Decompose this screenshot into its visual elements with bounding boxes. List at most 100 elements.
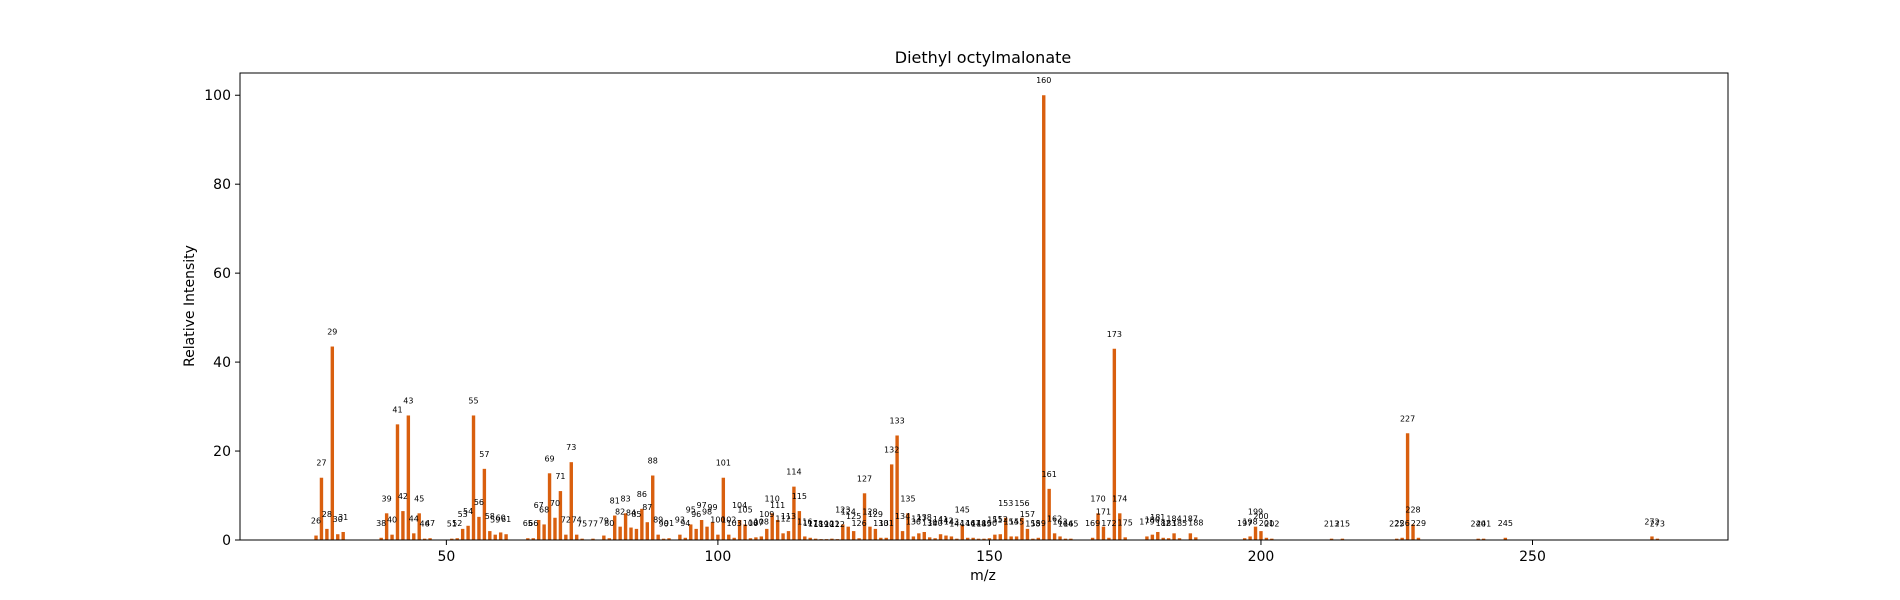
peak-label-84: 84 xyxy=(626,509,636,518)
peak-bar-128 xyxy=(868,526,872,540)
peak-bar-96 xyxy=(694,528,698,540)
peak-bar-161 xyxy=(1047,488,1051,540)
peak-label-51: 51 xyxy=(447,520,457,529)
peak-bar-154 xyxy=(1009,536,1013,540)
y-axis-ticks: 0 20 40 60 80 100 xyxy=(204,88,240,549)
peak-bar-152 xyxy=(998,534,1002,540)
peak-bar-71 xyxy=(558,491,563,540)
peak-label-157: 157 xyxy=(1020,510,1035,519)
peak-label-39: 39 xyxy=(382,494,392,503)
peak-label-272: 272 xyxy=(1644,517,1659,526)
peak-bar-108 xyxy=(759,536,764,540)
peak-bar-200 xyxy=(1259,531,1263,540)
peak-label-94: 94 xyxy=(680,519,690,528)
peak-label-97: 97 xyxy=(697,501,707,510)
peak-bar-140 xyxy=(933,538,937,540)
peak-label-100: 100 xyxy=(710,516,725,525)
peak-label-127: 127 xyxy=(857,474,872,483)
peak-bar-111 xyxy=(775,519,780,540)
peak-bar-227 xyxy=(1405,433,1410,540)
peak-label-89: 89 xyxy=(653,516,663,525)
peak-label-59: 59 xyxy=(490,516,500,525)
peak-label-183: 183 xyxy=(1161,519,1176,528)
peak-label-116: 116 xyxy=(797,517,812,526)
peak-label-29: 29 xyxy=(327,328,337,337)
peak-label-43: 43 xyxy=(403,396,413,405)
peak-bar-67 xyxy=(536,519,541,540)
peak-label-121: 121 xyxy=(824,520,839,529)
peak-label-74: 74 xyxy=(572,516,582,525)
peak-bar-45 xyxy=(417,513,421,540)
peak-bar-125 xyxy=(851,531,856,540)
peak-bar-43 xyxy=(406,415,411,540)
peak-label-31: 31 xyxy=(338,513,348,522)
chart-title: Diethyl octylmalonate xyxy=(895,48,1071,67)
peak-bar-84 xyxy=(629,527,633,540)
peak-bar-159 xyxy=(1036,537,1041,540)
peak-label-172: 172 xyxy=(1101,519,1116,528)
peak-label-138: 138 xyxy=(917,513,932,522)
peak-label-128: 128 xyxy=(862,508,877,517)
peak-label-105: 105 xyxy=(737,505,752,514)
peak-label-227: 227 xyxy=(1400,414,1415,423)
y-tick-label: 80 xyxy=(213,177,231,193)
peak-label-98: 98 xyxy=(702,508,712,517)
peak-label-129: 129 xyxy=(868,510,883,519)
peak-label-174: 174 xyxy=(1112,494,1127,503)
peak-label-180: 180 xyxy=(1145,516,1160,525)
peak-bar-113 xyxy=(786,531,791,540)
peak-bar-90 xyxy=(661,538,666,540)
peak-bar-82 xyxy=(618,526,622,540)
peak-label-228: 228 xyxy=(1405,505,1420,514)
peak-bar-57 xyxy=(482,468,487,540)
peak-bar-118 xyxy=(813,538,818,540)
peak-bar-98 xyxy=(705,526,709,540)
peak-label-156: 156 xyxy=(1014,499,1029,508)
x-tick-label: 100 xyxy=(705,549,732,565)
peak-label-150: 150 xyxy=(982,519,997,528)
peak-label-30: 30 xyxy=(333,515,343,524)
peak-bar-240 xyxy=(1476,538,1480,540)
peak-bar-39 xyxy=(384,513,389,540)
peak-bar-187 xyxy=(1188,533,1193,540)
peak-bar-143 xyxy=(949,536,954,540)
peak-bar-73 xyxy=(569,462,573,540)
peak-label-87: 87 xyxy=(642,503,652,512)
peak-label-47: 47 xyxy=(425,519,435,528)
peak-bar-158 xyxy=(1031,538,1035,540)
peak-bar-183 xyxy=(1166,538,1171,540)
peak-bar-99 xyxy=(710,522,715,540)
peak-label-139: 139 xyxy=(922,518,937,527)
peak-label-163: 163 xyxy=(1052,517,1067,526)
peak-bar-127 xyxy=(862,493,867,540)
peak-bar-197 xyxy=(1242,538,1247,540)
peak-label-198: 198 xyxy=(1242,517,1257,526)
peak-bar-56 xyxy=(477,516,481,540)
peak-bar-147 xyxy=(971,537,975,540)
x-axis-ticks: 50 100 150 200 250 xyxy=(437,540,1546,565)
peak-label-79: 79 xyxy=(599,517,609,526)
peak-bar-85 xyxy=(634,528,639,540)
peak-label-170: 170 xyxy=(1090,494,1105,503)
peak-bar-28 xyxy=(325,528,329,540)
peak-bar-29 xyxy=(330,346,335,540)
peak-label-115: 115 xyxy=(792,492,807,501)
peak-bar-180 xyxy=(1150,534,1155,540)
peak-label-40: 40 xyxy=(387,516,397,525)
peak-label-71: 71 xyxy=(555,472,565,481)
bars-layer xyxy=(314,95,1660,541)
peak-label-171: 171 xyxy=(1096,508,1111,517)
peak-label-146: 146 xyxy=(960,519,975,528)
peak-bar-163 xyxy=(1058,536,1062,540)
peak-label-61: 61 xyxy=(501,515,511,524)
x-axis-label: m/z xyxy=(970,568,996,584)
peak-bar-110 xyxy=(770,513,774,540)
peak-label-53: 53 xyxy=(458,510,468,519)
peak-label-140: 140 xyxy=(927,519,942,528)
peak-bar-199 xyxy=(1253,526,1258,540)
peak-bar-272 xyxy=(1650,536,1654,540)
peak-bar-69 xyxy=(547,473,552,540)
peak-label-213: 213 xyxy=(1324,520,1339,529)
peak-bar-91 xyxy=(667,538,671,540)
peak-label-112: 112 xyxy=(775,514,790,523)
